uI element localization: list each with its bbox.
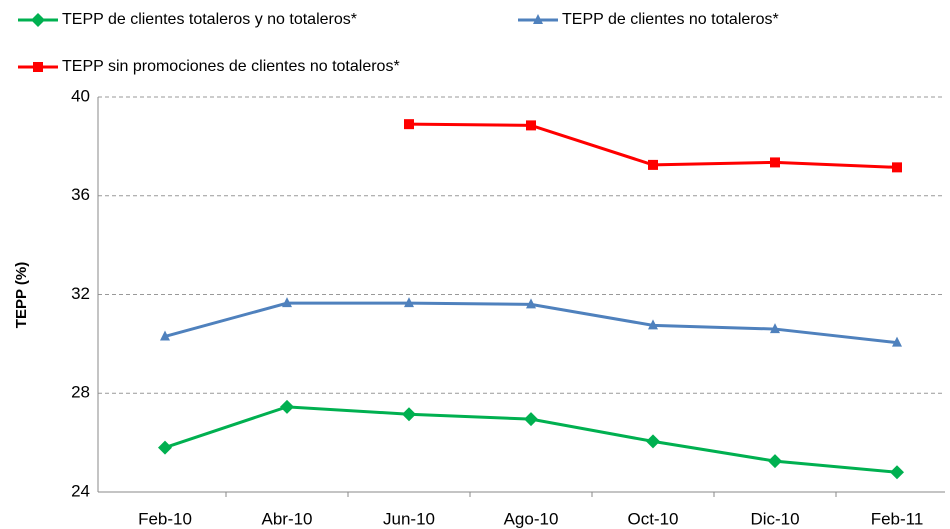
x-tick-label: Abr-10: [261, 509, 312, 528]
data-point: [404, 119, 414, 130]
data-point: [890, 465, 904, 480]
y-tick-label: 24: [71, 481, 90, 500]
x-tick-label: Feb-11: [871, 509, 924, 528]
data-point: [282, 297, 292, 308]
data-point: [402, 407, 416, 422]
y-tick-label: 32: [71, 284, 90, 303]
data-point: [770, 157, 780, 168]
x-tick-label: Oct-10: [627, 509, 678, 528]
data-point: [280, 399, 294, 414]
data-point: [892, 162, 902, 173]
x-tick-label: Dic-10: [750, 509, 799, 528]
data-point: [160, 330, 170, 341]
x-tick-label: Ago-10: [504, 509, 559, 528]
y-tick-label: 36: [71, 185, 90, 204]
y-tick-label: 40: [71, 86, 90, 105]
data-point: [648, 319, 658, 330]
data-point: [770, 323, 780, 334]
data-point: [646, 434, 660, 449]
data-point: [404, 297, 414, 308]
x-tick-label: Feb-10: [138, 509, 192, 528]
series-line: [164, 301, 898, 345]
data-point: [892, 336, 902, 347]
legend-marker: [33, 62, 43, 72]
legend-label: TEPP sin promociones de clientes no tota…: [62, 58, 400, 75]
data-point: [526, 298, 536, 309]
legend-label: TEPP de clientes no totaleros*: [562, 11, 779, 28]
y-tick-label: 28: [71, 383, 90, 402]
data-point: [524, 412, 538, 427]
legend-label: TEPP de clientes totaleros y no totalero…: [62, 11, 357, 28]
legend-marker: [31, 13, 45, 27]
data-point: [158, 440, 172, 455]
x-tick-label: Jun-10: [383, 509, 435, 528]
legend-marker: [533, 14, 543, 24]
data-point: [526, 120, 536, 131]
y-axis-label: TEPP (%): [13, 262, 30, 328]
data-point: [768, 454, 782, 469]
data-point: [648, 159, 658, 170]
